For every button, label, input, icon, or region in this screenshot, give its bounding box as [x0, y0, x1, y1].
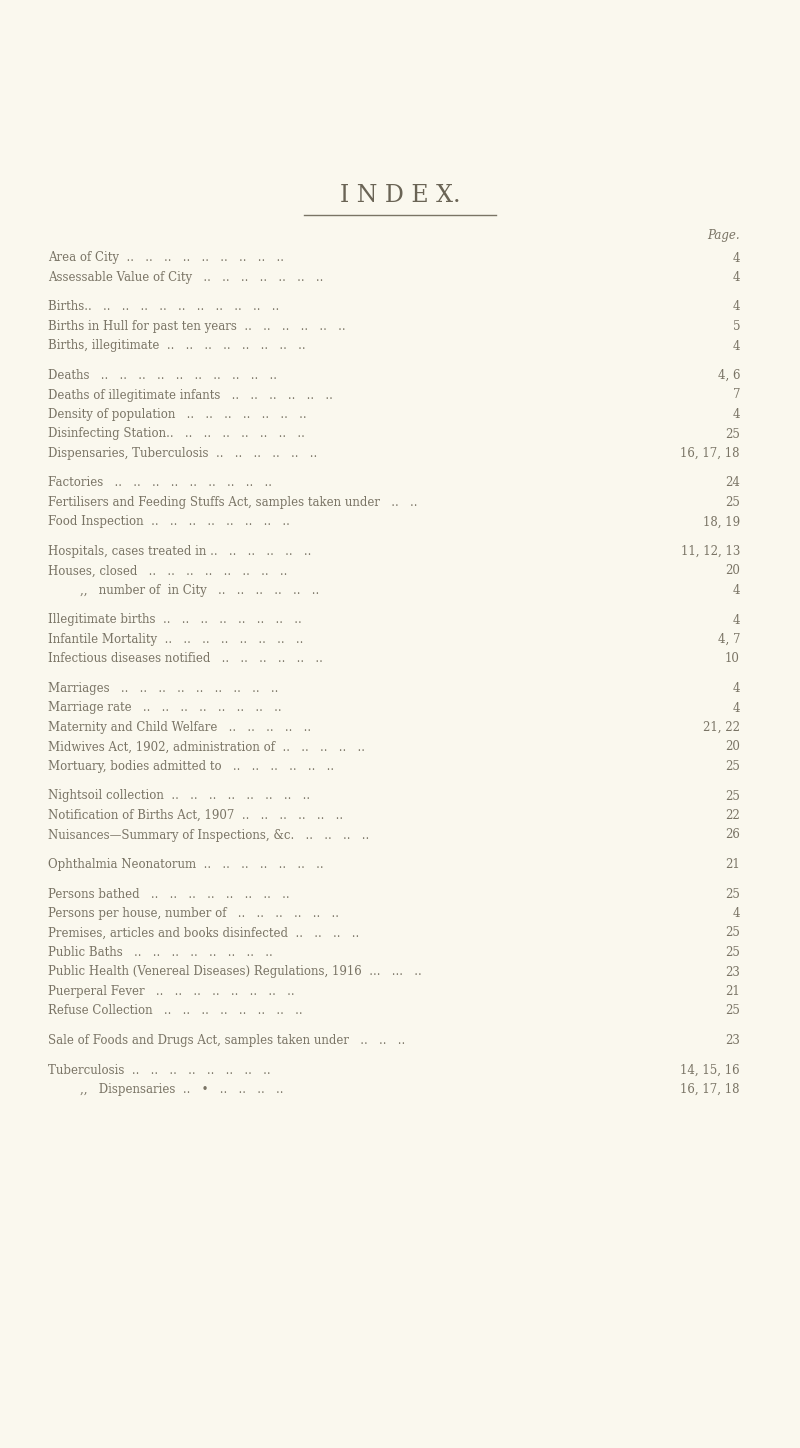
Text: 25: 25: [725, 946, 740, 959]
Text: 5: 5: [733, 320, 740, 333]
Text: 21, 22: 21, 22: [703, 721, 740, 734]
Text: Midwives Act, 1902, administration of  ..   ..   ..   ..   ..: Midwives Act, 1902, administration of ..…: [48, 740, 365, 753]
Text: 24: 24: [725, 476, 740, 489]
Text: 4: 4: [733, 701, 740, 714]
Text: Marriages   ..   ..   ..   ..   ..   ..   ..   ..   ..: Marriages .. .. .. .. .. .. .. .. ..: [48, 682, 278, 695]
Text: 25: 25: [725, 497, 740, 510]
Text: Deaths   ..   ..   ..   ..   ..   ..   ..   ..   ..   ..: Deaths .. .. .. .. .. .. .. .. .. ..: [48, 369, 277, 382]
Text: 4: 4: [733, 252, 740, 265]
Text: 4: 4: [733, 339, 740, 352]
Text: 10: 10: [725, 653, 740, 666]
Text: 4, 6: 4, 6: [718, 369, 740, 382]
Text: Marriage rate   ..   ..   ..   ..   ..   ..   ..   ..: Marriage rate .. .. .. .. .. .. .. ..: [48, 701, 282, 714]
Text: Puerperal Fever   ..   ..   ..   ..   ..   ..   ..   ..: Puerperal Fever .. .. .. .. .. .. .. ..: [48, 985, 294, 998]
Text: Persons bathed   ..   ..   ..   ..   ..   ..   ..   ..: Persons bathed .. .. .. .. .. .. .. ..: [48, 888, 290, 901]
Text: 4: 4: [733, 614, 740, 627]
Text: 4, 7: 4, 7: [718, 633, 740, 646]
Text: Maternity and Child Welfare   ..   ..   ..   ..   ..: Maternity and Child Welfare .. .. .. .. …: [48, 721, 311, 734]
Text: Assessable Value of City   ..   ..   ..   ..   ..   ..   ..: Assessable Value of City .. .. .. .. .. …: [48, 271, 323, 284]
Text: Births in Hull for past ten years  ..   ..   ..   ..   ..   ..: Births in Hull for past ten years .. .. …: [48, 320, 346, 333]
Text: 16, 17, 18: 16, 17, 18: [681, 1083, 740, 1096]
Text: 16, 17, 18: 16, 17, 18: [681, 447, 740, 460]
Text: Ophthalmia Neonatorum  ..   ..   ..   ..   ..   ..   ..: Ophthalmia Neonatorum .. .. .. .. .. .. …: [48, 859, 324, 872]
Text: 4: 4: [733, 584, 740, 597]
Text: ,,   number of  in City   ..   ..   ..   ..   ..   ..: ,, number of in City .. .. .. .. .. ..: [80, 584, 319, 597]
Text: Disinfecting Station..   ..   ..   ..   ..   ..   ..   ..: Disinfecting Station.. .. .. .. .. .. ..…: [48, 427, 305, 440]
Text: 4: 4: [733, 408, 740, 421]
Text: 25: 25: [725, 760, 740, 773]
Text: 23: 23: [725, 1034, 740, 1047]
Text: 25: 25: [725, 1005, 740, 1018]
Text: 22: 22: [726, 809, 740, 822]
Text: Infectious diseases notified   ..   ..   ..   ..   ..   ..: Infectious diseases notified .. .. .. ..…: [48, 653, 323, 666]
Text: Public Baths   ..   ..   ..   ..   ..   ..   ..   ..: Public Baths .. .. .. .. .. .. .. ..: [48, 946, 273, 959]
Text: 21: 21: [726, 985, 740, 998]
Text: Illegitimate births  ..   ..   ..   ..   ..   ..   ..   ..: Illegitimate births .. .. .. .. .. .. ..…: [48, 614, 302, 627]
Text: 25: 25: [725, 427, 740, 440]
Text: 4: 4: [733, 906, 740, 919]
Text: Refuse Collection   ..   ..   ..   ..   ..   ..   ..   ..: Refuse Collection .. .. .. .. .. .. .. .…: [48, 1005, 302, 1018]
Text: Dispensaries, Tuberculosis  ..   ..   ..   ..   ..   ..: Dispensaries, Tuberculosis .. .. .. .. .…: [48, 447, 318, 460]
Text: Deaths of illegitimate infants   ..   ..   ..   ..   ..   ..: Deaths of illegitimate infants .. .. .. …: [48, 388, 333, 401]
Text: Factories   ..   ..   ..   ..   ..   ..   ..   ..   ..: Factories .. .. .. .. .. .. .. .. ..: [48, 476, 272, 489]
Text: Area of City  ..   ..   ..   ..   ..   ..   ..   ..   ..: Area of City .. .. .. .. .. .. .. .. ..: [48, 252, 284, 265]
Text: 23: 23: [725, 966, 740, 979]
Text: 7: 7: [733, 388, 740, 401]
Text: Births, illegitimate  ..   ..   ..   ..   ..   ..   ..   ..: Births, illegitimate .. .. .. .. .. .. .…: [48, 339, 306, 352]
Text: 11, 12, 13: 11, 12, 13: [681, 544, 740, 557]
Text: Births..   ..   ..   ..   ..   ..   ..   ..   ..   ..   ..: Births.. .. .. .. .. .. .. .. .. .. ..: [48, 301, 279, 314]
Text: 21: 21: [726, 859, 740, 872]
Text: Hospitals, cases treated in ..   ..   ..   ..   ..   ..: Hospitals, cases treated in .. .. .. .. …: [48, 544, 311, 557]
Text: 4: 4: [733, 301, 740, 314]
Text: Food Inspection  ..   ..   ..   ..   ..   ..   ..   ..: Food Inspection .. .. .. .. .. .. .. ..: [48, 515, 290, 529]
Text: Mortuary, bodies admitted to   ..   ..   ..   ..   ..   ..: Mortuary, bodies admitted to .. .. .. ..…: [48, 760, 334, 773]
Text: 25: 25: [725, 789, 740, 802]
Text: Sale of Foods and Drugs Act, samples taken under   ..   ..   ..: Sale of Foods and Drugs Act, samples tak…: [48, 1034, 406, 1047]
Text: I N D E X.: I N D E X.: [340, 184, 460, 207]
Text: Density of population   ..   ..   ..   ..   ..   ..   ..: Density of population .. .. .. .. .. .. …: [48, 408, 306, 421]
Text: Tuberculosis  ..   ..   ..   ..   ..   ..   ..   ..: Tuberculosis .. .. .. .. .. .. .. ..: [48, 1063, 270, 1076]
Text: 18, 19: 18, 19: [703, 515, 740, 529]
Text: 4: 4: [733, 682, 740, 695]
Text: Houses, closed   ..   ..   ..   ..   ..   ..   ..   ..: Houses, closed .. .. .. .. .. .. .. ..: [48, 565, 287, 578]
Text: 26: 26: [725, 828, 740, 841]
Text: Fertilisers and Feeding Stuffs Act, samples taken under   ..   ..: Fertilisers and Feeding Stuffs Act, samp…: [48, 497, 418, 510]
Text: ,,   Dispensaries  ..   •   ..   ..   ..   ..: ,, Dispensaries .. • .. .. .. ..: [80, 1083, 283, 1096]
Text: 4: 4: [733, 271, 740, 284]
Text: 25: 25: [725, 927, 740, 940]
Text: Nightsoil collection  ..   ..   ..   ..   ..   ..   ..   ..: Nightsoil collection .. .. .. .. .. .. .…: [48, 789, 310, 802]
Text: 14, 15, 16: 14, 15, 16: [680, 1063, 740, 1076]
Text: Nuisances—Summary of Inspections, &c.   ..   ..   ..   ..: Nuisances—Summary of Inspections, &c. ..…: [48, 828, 370, 841]
Text: 20: 20: [725, 565, 740, 578]
Text: 20: 20: [725, 740, 740, 753]
Text: 25: 25: [725, 888, 740, 901]
Text: Premises, articles and books disinfected  ..   ..   ..   ..: Premises, articles and books disinfected…: [48, 927, 359, 940]
Text: Notification of Births Act, 1907  ..   ..   ..   ..   ..   ..: Notification of Births Act, 1907 .. .. .…: [48, 809, 343, 822]
Text: Page.: Page.: [707, 229, 740, 242]
Text: Public Health (Venereal Diseases) Regulations, 1916  ...   ...   ..: Public Health (Venereal Diseases) Regula…: [48, 966, 422, 979]
Text: Infantile Mortality  ..   ..   ..   ..   ..   ..   ..   ..: Infantile Mortality .. .. .. .. .. .. ..…: [48, 633, 303, 646]
Text: Persons per house, number of   ..   ..   ..   ..   ..   ..: Persons per house, number of .. .. .. ..…: [48, 906, 339, 919]
